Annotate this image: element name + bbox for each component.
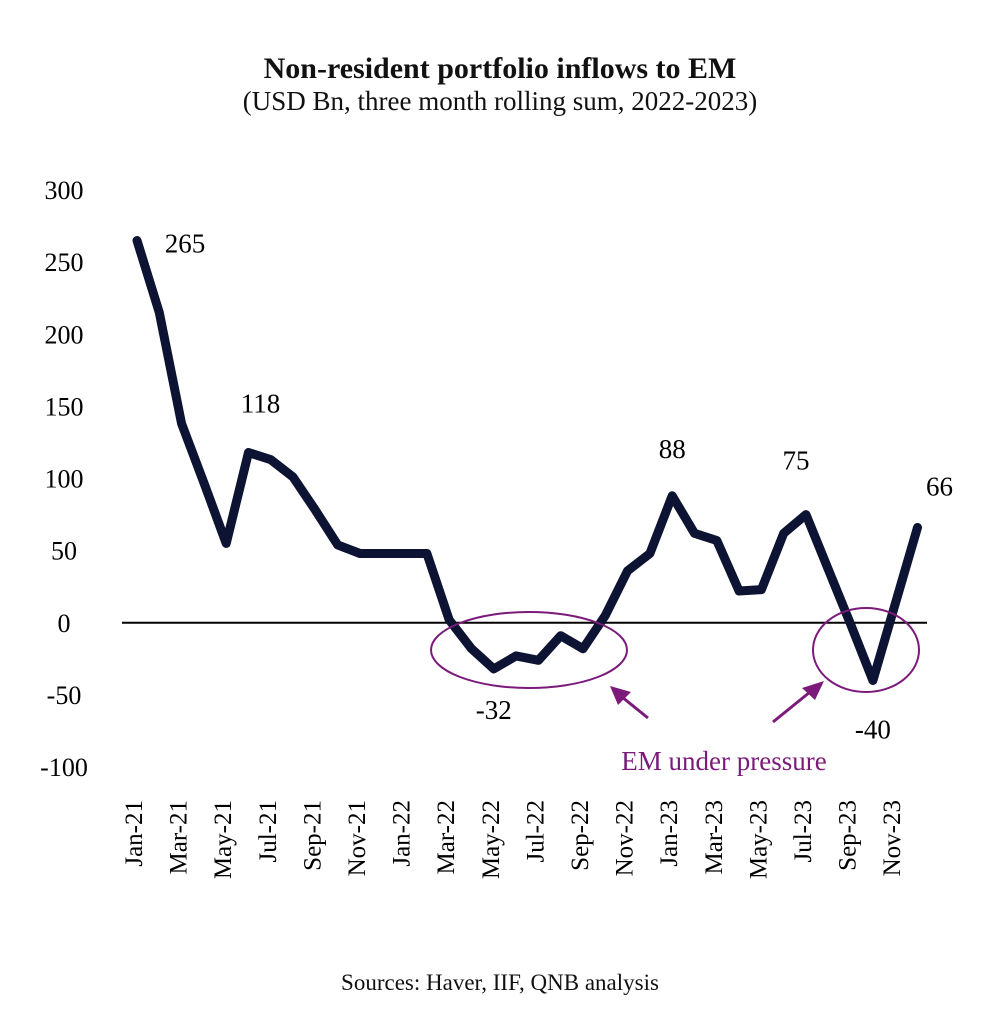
pressure-ellipse-2023 <box>812 607 920 693</box>
x-tick-label: Jan-21 <box>121 800 148 867</box>
x-tick-label: May-21 <box>210 800 237 879</box>
x-tick-label: Nov-21 <box>344 800 371 876</box>
data-label: 88 <box>659 434 686 464</box>
y-tick-label: 50 <box>51 537 77 566</box>
data-label: 118 <box>241 389 281 419</box>
arrow-right <box>772 681 824 724</box>
x-tick-label: Mar-23 <box>701 800 728 874</box>
y-tick-label: 0 <box>58 609 71 638</box>
x-tick-label: Mar-22 <box>433 800 460 874</box>
x-tick-label: Mar-21 <box>166 800 193 874</box>
chart-title: Non-resident portfolio inflows to EM <box>263 52 737 85</box>
x-tick-label: May-23 <box>745 800 772 879</box>
data-label: 265 <box>165 228 206 258</box>
chart-subtitle: (USD Bn, three month rolling sum, 2022-2… <box>242 86 758 116</box>
y-tick-label: -100 <box>40 753 88 782</box>
y-tick-label: 300 <box>45 176 84 205</box>
x-tick-label: Jul-21 <box>255 800 282 863</box>
series-line <box>132 236 922 685</box>
data-label: 66 <box>926 472 953 502</box>
x-tick-label: Nov-22 <box>612 800 639 876</box>
data-label: -40 <box>855 714 891 744</box>
y-tick-label: 250 <box>45 248 84 277</box>
data-label: 75 <box>783 446 810 476</box>
pressure-ellipse-2022 <box>430 611 628 689</box>
x-tick-label: May-22 <box>478 800 505 879</box>
y-tick-label: 150 <box>45 392 84 421</box>
x-tick-label: Jul-22 <box>522 800 549 863</box>
x-tick-label: Jan-22 <box>389 800 416 867</box>
x-tick-label: Sep-23 <box>835 800 862 871</box>
x-tick-label: Jul-23 <box>790 800 817 863</box>
data-label: -32 <box>476 695 512 725</box>
x-tick-label: Sep-22 <box>567 800 594 871</box>
x-tick-label: Nov-23 <box>879 800 906 876</box>
annotation-text: EM under pressure <box>621 746 826 776</box>
arrow-left <box>610 686 649 720</box>
x-tick-label: Jan-23 <box>656 800 683 867</box>
annotation-group: EM under pressure <box>430 607 920 776</box>
y-tick-label: 100 <box>45 465 84 494</box>
chart-source: Sources: Haver, IIF, QNB analysis <box>341 970 659 995</box>
y-tick-label: 200 <box>45 320 84 349</box>
y-tick-label: -50 <box>47 681 82 710</box>
x-tick-label: Sep-21 <box>299 800 326 871</box>
